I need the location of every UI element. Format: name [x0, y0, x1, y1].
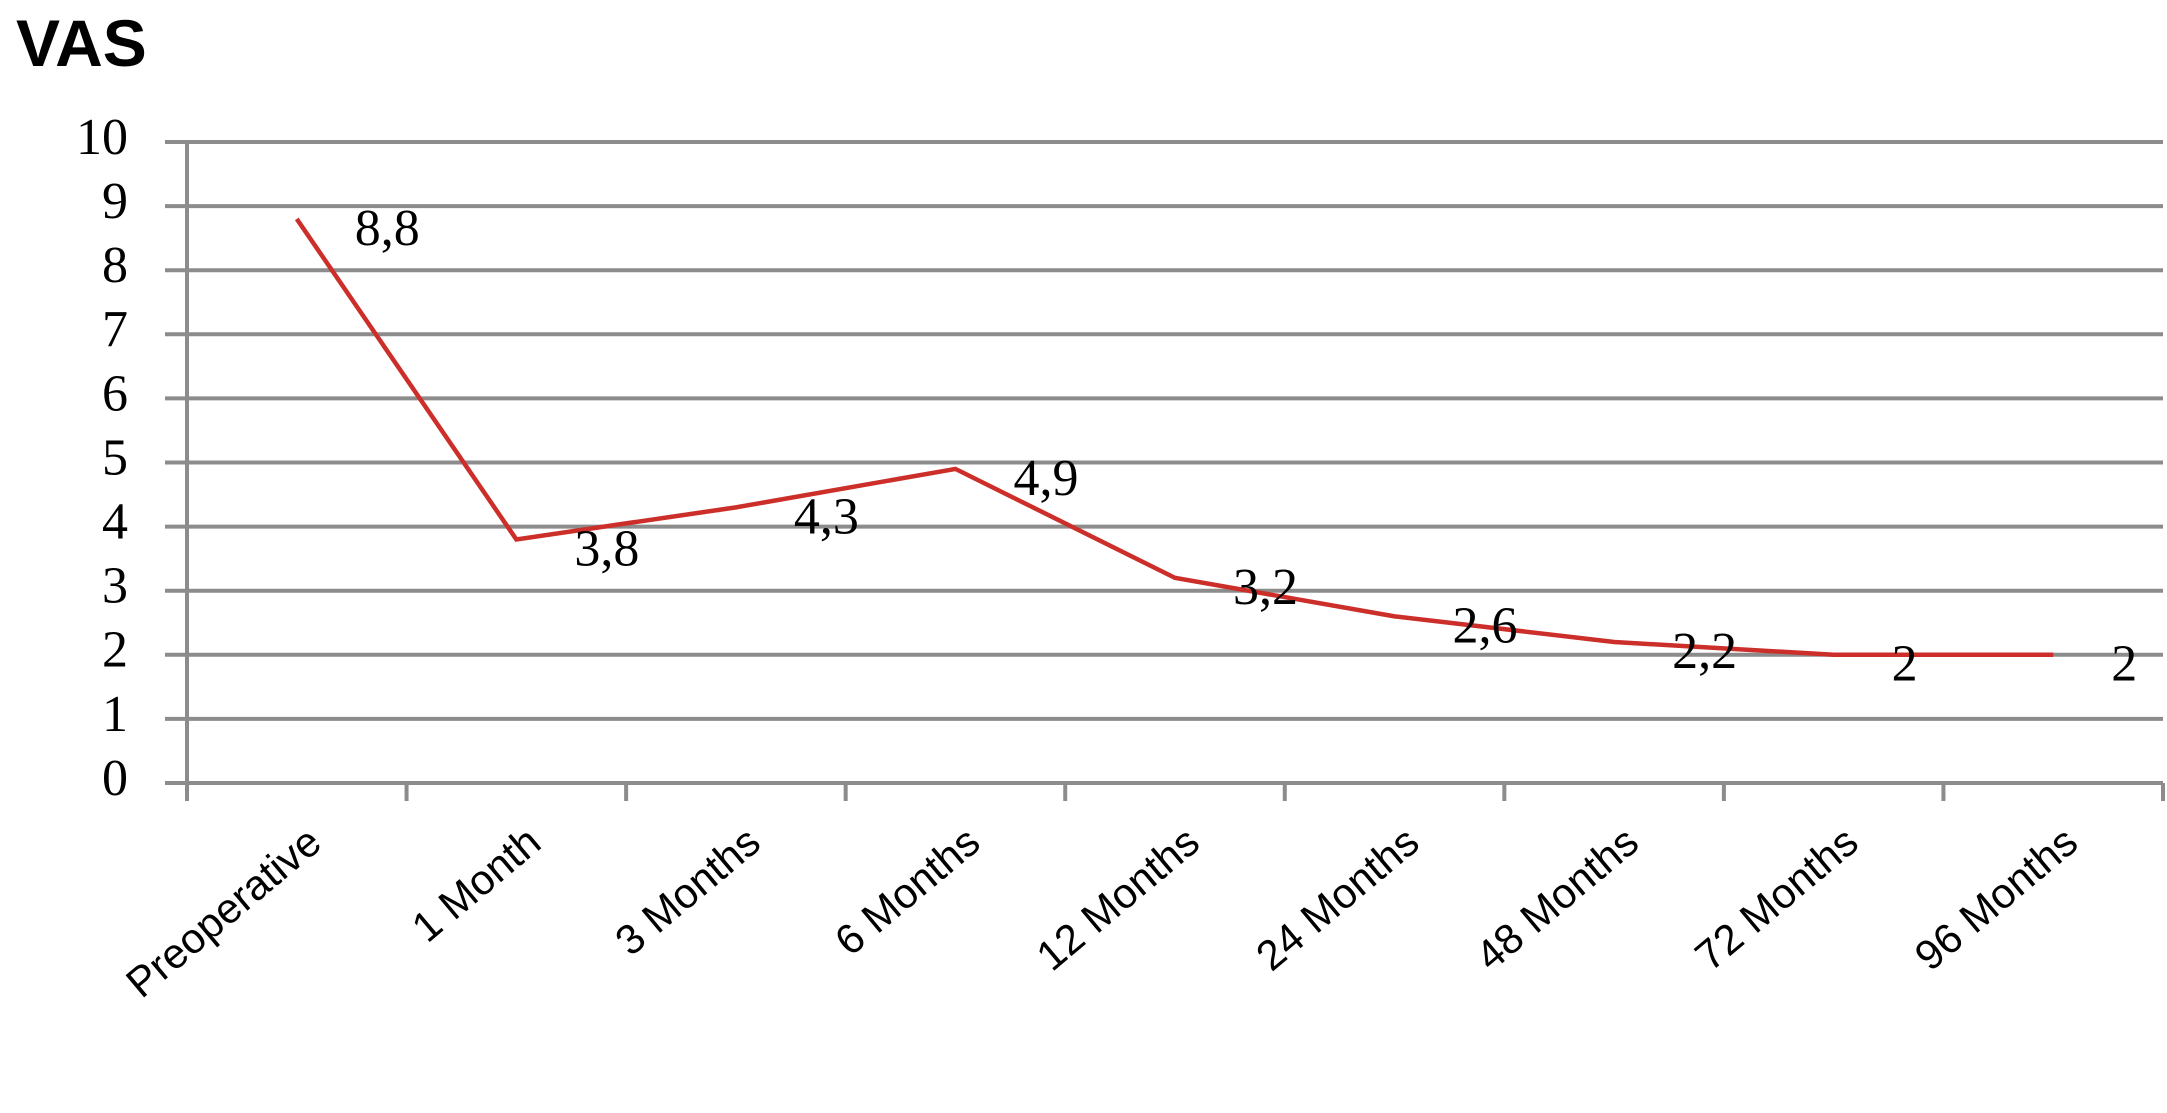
x-tick-label: 3 Months [606, 817, 769, 964]
data-label: 4,9 [1013, 450, 1078, 507]
x-tick-label: 1 Month [403, 817, 549, 951]
data-label: 3,8 [574, 520, 639, 577]
data-label: 2 [2111, 636, 2137, 693]
x-tick-label: 48 Months [1467, 817, 1647, 979]
data-label: 2,2 [1672, 623, 1737, 680]
y-tick-label: 3 [102, 558, 128, 615]
x-tick-label: 72 Months [1686, 817, 1866, 979]
y-tick-label: 7 [102, 301, 128, 358]
data-label: 2,6 [1453, 597, 1518, 654]
line-series [294, 217, 2054, 658]
y-tick-label: 0 [102, 750, 128, 807]
chart-title: VAS [16, 6, 147, 80]
y-tick-label: 2 [102, 622, 128, 679]
y-tick-label: 9 [102, 173, 128, 230]
data-label: 3,2 [1233, 559, 1298, 616]
y-tick-label: 6 [102, 365, 128, 422]
x-tick-label: 6 Months [826, 817, 989, 964]
y-tick-label: 5 [102, 429, 128, 486]
data-label: 8,8 [355, 200, 420, 257]
y-tick-label: 8 [102, 237, 128, 294]
x-tick-label: 24 Months [1247, 817, 1427, 979]
y-tick-label: 4 [102, 494, 128, 551]
x-tick-label: 12 Months [1027, 817, 1207, 979]
data-label: 2 [1892, 636, 1918, 693]
y-tick-label: 10 [76, 109, 128, 166]
x-tick-label: 96 Months [1906, 817, 2086, 979]
y-tick-label: 1 [102, 686, 128, 743]
x-tick-label: Preoperative [117, 817, 330, 1006]
data-label: 4,3 [794, 488, 859, 545]
